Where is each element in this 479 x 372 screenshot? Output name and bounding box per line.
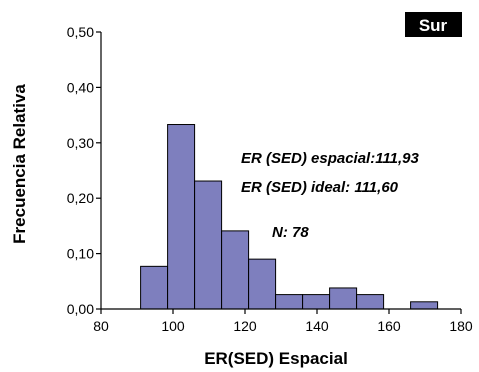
histogram-bar (410, 301, 439, 310)
x-tick-label: 160 (377, 318, 401, 334)
histogram-bar (329, 287, 358, 310)
region-badge-background (405, 12, 462, 37)
y-tick-label: 0,00 (67, 301, 94, 317)
x-tick-label: 120 (233, 318, 257, 334)
x-tick-label: 100 (161, 318, 185, 334)
x-tick-label: 80 (93, 318, 109, 334)
y-axis-title: Frecuencia Relativa (10, 84, 29, 244)
region-badge: Sur (405, 12, 462, 37)
y-tick-label: 0,20 (67, 190, 94, 206)
histogram-bar (194, 180, 223, 310)
x-tick-label: 140 (305, 318, 329, 334)
histogram-bar (356, 294, 385, 310)
histogram-bars (140, 124, 439, 310)
histogram-bar (221, 230, 250, 310)
region-badge-label: Sur (419, 16, 448, 35)
y-tick-label: 0,30 (67, 135, 94, 151)
histogram-bar (248, 258, 277, 310)
y-axis-ticks: 0,00 0,10 0,20 0,30 0,40 0,50 (67, 24, 101, 317)
annotation-er-ideal: ER (SED) ideal: 111,60 (241, 179, 399, 196)
histogram-bar (140, 265, 169, 310)
annotation-n: N: 78 (272, 224, 309, 241)
histogram-bar (302, 294, 331, 310)
x-tick-label: 180 (449, 318, 473, 334)
histogram-bar (167, 124, 196, 310)
y-tick-label: 0,40 (67, 79, 94, 95)
x-axis-ticks: 80 100 120 140 160 180 (93, 309, 473, 334)
y-tick-label: 0,10 (67, 246, 94, 262)
x-axis-title: ER(SED) Espacial (204, 349, 348, 368)
histogram-bar (275, 294, 304, 310)
y-tick-label: 0,50 (67, 24, 94, 40)
annotation-er-espacial: ER (SED) espacial:111,93 (241, 150, 420, 167)
